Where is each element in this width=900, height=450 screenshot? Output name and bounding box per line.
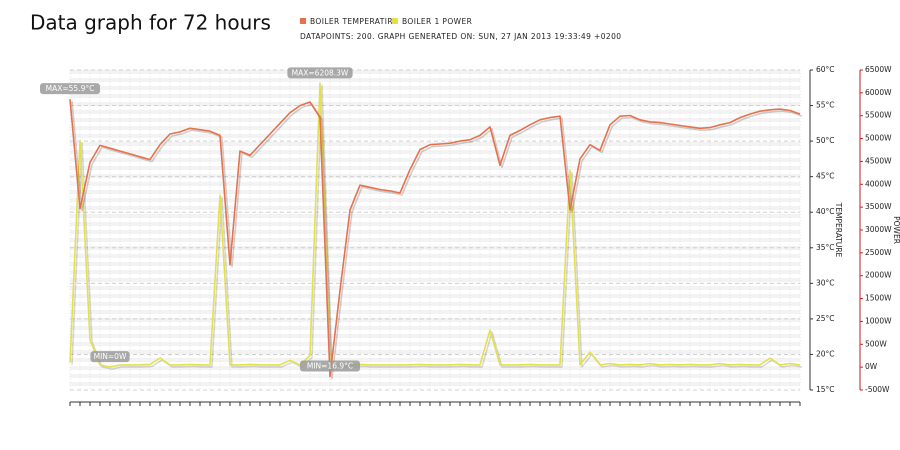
y-tick-label: 50°C [816,136,835,145]
plot-stripe [70,206,800,210]
legend: BOILER TEMPERATIRE BOILER 1 POWER [300,17,472,26]
plot-stripe [70,110,800,114]
plot-stripe [70,118,800,122]
plot-stripe [70,174,800,178]
y-tick-label: 15°C [816,385,835,394]
plot-stripe [70,302,800,306]
y2-tick-label: 2000W [865,271,892,280]
legend-label: BOILER TEMPERATIRE [310,17,398,26]
series-line [69,82,801,368]
plot-stripe [70,102,800,106]
annotation-box [90,351,130,363]
plot-stripe [70,334,800,338]
plot-stripe [70,94,800,98]
plot-stripe [70,190,800,194]
y2-tick-label: 4000W [865,179,892,188]
y-tick-label: 35°C [816,243,835,252]
plot-stripe [70,166,800,170]
plot-stripe [70,318,800,322]
annotation-label: MIN=16.9°C [307,361,353,370]
plot-stripe [70,358,800,362]
y-axis-label: TEMPERATURE [834,202,843,258]
y2-tick-label: 0W [865,362,878,371]
plot-stripe [70,254,800,258]
y2-tick-label: 1000W [865,316,892,325]
annotation-box [287,67,353,79]
y2-axis-label: POWER [892,216,900,244]
plot-stripe [70,214,800,218]
plot-stripe [70,342,800,346]
plot-stripe [70,286,800,290]
chart-title: Data graph for 72 hours [30,11,271,35]
legend-swatch [300,18,306,24]
y-tick-label: 60°C [816,65,835,74]
plot-stripe [70,310,800,314]
plot-stripe [70,270,800,274]
y2-tick-label: 4500W [865,156,892,165]
y2-tick-label: 5000W [865,134,892,143]
plot-stripe [70,230,800,234]
annotation-box [300,360,360,372]
y2-tick-label: 6000W [865,88,892,97]
plot-stripe [70,294,800,298]
plot-stripe [70,150,800,154]
annotation-label: MAX=55.9°C [46,84,95,93]
y-tick-label: 55°C [816,101,835,110]
plot-stripe [70,182,800,186]
y-tick-label: 20°C [816,349,835,358]
y-tick-label: 30°C [816,278,835,287]
y2-tick-label: 3000W [865,225,892,234]
series-line [69,99,801,378]
y2-tick-label: 500W [865,339,887,348]
plot-stripe [70,278,800,282]
plot-stripe [70,262,800,266]
plot-stripe [70,366,800,370]
chart-subtitle: DATAPOINTS: 200. GRAPH GENERATED ON: SUN… [300,32,621,41]
annotation-box [40,83,100,95]
plot-stripe [70,78,800,82]
plot-stripe [70,70,800,74]
y2-tick-label: 1500W [865,294,892,303]
plot-stripe [70,326,800,330]
plot-stripe [70,158,800,162]
y2-tick-label: 5500W [865,111,892,120]
y-tick-label: 40°C [816,207,835,216]
y-tick-label: 45°C [816,172,835,181]
legend-swatch [392,18,398,24]
plot-stripe [70,238,800,242]
y2-tick-label: -500W [865,385,890,394]
plot-stripe [70,126,800,130]
y2-tick-label: 6500W [865,65,892,74]
annotation-label: MIN=0W [94,352,127,361]
plot-stripe [70,382,800,386]
plot-stripe [70,374,800,378]
plot-stripe [70,134,800,138]
y2-tick-label: 3500W [865,202,892,211]
plot-stripe [70,198,800,202]
plot-stripe [70,222,800,226]
legend-label: BOILER 1 POWER [402,17,472,26]
y2-tick-label: 2500W [865,248,892,257]
plot-stripe [70,86,800,90]
annotation-label: MAX=6208.3W [292,68,349,77]
y-tick-label: 25°C [816,314,835,323]
plot-stripe [70,350,800,354]
